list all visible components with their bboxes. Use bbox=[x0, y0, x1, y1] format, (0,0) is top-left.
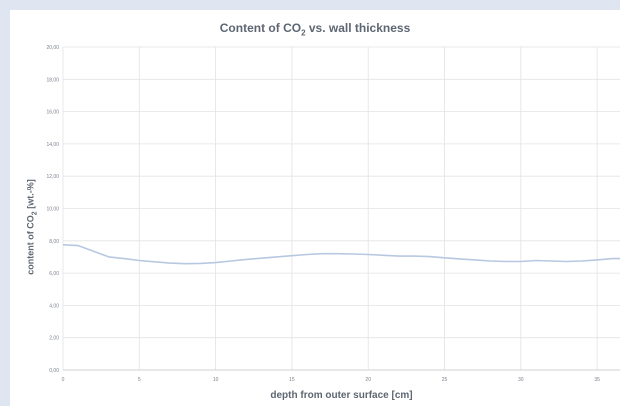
chart-title: Content of CO2 vs. wall thickness bbox=[10, 21, 620, 37]
x-axis-label: depth from outer surface [cm] bbox=[270, 390, 413, 401]
x-tick-label: 5 bbox=[138, 377, 141, 383]
x-tick-label: 20 bbox=[365, 377, 371, 383]
y-tick-label: 16,00 bbox=[46, 110, 59, 116]
y-tick-label: 4,00 bbox=[49, 303, 59, 309]
y-tick-label: 12,00 bbox=[46, 174, 59, 180]
x-tick-label: 35 bbox=[594, 377, 600, 383]
y-tick-label: 18,00 bbox=[46, 77, 59, 83]
y-tick-label: 8,00 bbox=[49, 239, 59, 245]
y-tick-label: 0,00 bbox=[49, 368, 59, 374]
x-tick-label: 25 bbox=[442, 377, 448, 383]
chart-title-subscript: 2 bbox=[301, 28, 306, 38]
chart-title-rest: vs. wall thickness bbox=[305, 21, 411, 35]
chart-title-main: Content of CO bbox=[219, 21, 302, 35]
x-tick-label: 15 bbox=[289, 377, 295, 383]
y-tick-label: 20,00 bbox=[46, 45, 59, 51]
x-tick-label: 30 bbox=[518, 377, 524, 383]
y-tick-label: 10,00 bbox=[46, 207, 59, 213]
y-tick-label: 6,00 bbox=[49, 271, 59, 277]
chart-panel: Content of CO2 vs. wall thickness conten… bbox=[10, 10, 620, 406]
series-line bbox=[62, 244, 620, 265]
x-tick-label: 10 bbox=[213, 377, 219, 383]
x-tick-label: 0 bbox=[62, 377, 65, 383]
plot-area: 0,00 2,00 4,00 6,00 8,00 10,00 12,00 14,00 16,00… bbox=[46, 45, 620, 383]
y-tick-label: 2,00 bbox=[49, 336, 59, 342]
y-tick-label: 14,00 bbox=[46, 142, 59, 148]
